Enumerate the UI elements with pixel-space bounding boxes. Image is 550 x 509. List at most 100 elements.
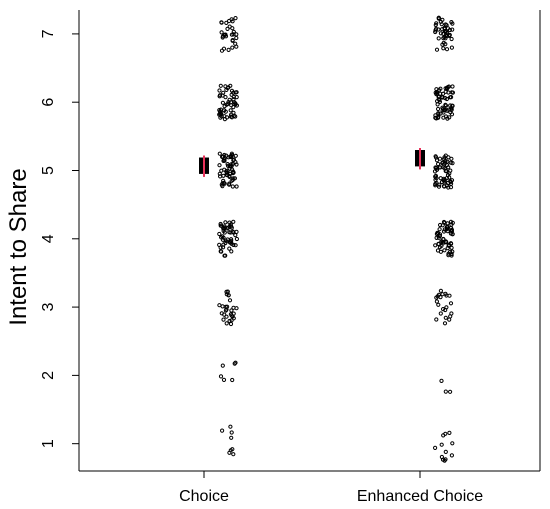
- data-point: [449, 245, 454, 250]
- data-point: [225, 304, 230, 309]
- data-point: [438, 111, 443, 116]
- data-point: [436, 106, 441, 112]
- data-point: [230, 45, 235, 50]
- data-point: [231, 29, 236, 34]
- data-point: [228, 230, 233, 235]
- data-point: [443, 307, 448, 313]
- data-point: [231, 219, 236, 224]
- data-point: [443, 431, 448, 436]
- data-point: [217, 151, 222, 156]
- data-point: [443, 315, 448, 320]
- data-point: [222, 225, 227, 230]
- data-point: [223, 84, 228, 89]
- data-point: [437, 99, 442, 105]
- data-point: [441, 178, 446, 183]
- data-point: [229, 249, 234, 254]
- y-tick-label: 3: [40, 303, 57, 312]
- data-point: [218, 115, 223, 120]
- data-point: [223, 220, 228, 225]
- data-point: [448, 228, 454, 233]
- data-point: [441, 165, 446, 170]
- data-point: [231, 452, 236, 457]
- data-point: [442, 248, 447, 253]
- data-point: [229, 153, 234, 158]
- data-point: [233, 90, 238, 95]
- data-point: [225, 101, 230, 107]
- mean-markers: [199, 148, 425, 177]
- data-point: [221, 90, 226, 95]
- data-point: [435, 91, 440, 96]
- data-point: [438, 311, 443, 316]
- data-point: [228, 321, 234, 327]
- data-point: [434, 317, 439, 322]
- data-point: [222, 312, 227, 317]
- data-point: [221, 158, 226, 163]
- data-point: [439, 378, 444, 383]
- data-point: [434, 299, 439, 304]
- data-point: [217, 93, 223, 98]
- data-point: [231, 305, 236, 310]
- data-point: [445, 163, 450, 168]
- data-point: [447, 27, 452, 33]
- data-point: [443, 42, 448, 47]
- data-point: [433, 115, 438, 120]
- data-point: [231, 94, 236, 100]
- data-point: [234, 162, 239, 167]
- data-point: [436, 36, 441, 41]
- data-point: [230, 177, 235, 182]
- data-point: [220, 428, 225, 433]
- data-point: [219, 249, 224, 254]
- data-point: [221, 317, 226, 322]
- data-point: [220, 304, 225, 309]
- data-point: [433, 173, 438, 178]
- data-point: [229, 103, 234, 108]
- data-point: [234, 236, 239, 242]
- data-point: [225, 162, 230, 167]
- data-point: [441, 307, 446, 312]
- data-point: [436, 111, 441, 116]
- data-point: [230, 447, 235, 452]
- data-point: [227, 298, 233, 303]
- y-axis-title: Intent to Share: [5, 168, 32, 325]
- data-point: [223, 308, 228, 313]
- data-point: [226, 47, 231, 53]
- y-tick-label: 1: [40, 439, 57, 448]
- data-point: [229, 241, 234, 246]
- data-point: [446, 155, 451, 160]
- data-point: [218, 374, 224, 379]
- data-point: [226, 293, 231, 298]
- data-point: [217, 171, 222, 176]
- x-tick-label: Enhanced Choice: [357, 488, 483, 505]
- data-point: [229, 435, 234, 440]
- data-point: [434, 165, 439, 171]
- data-point: [441, 46, 446, 51]
- data-point: [219, 20, 224, 25]
- data-point: [437, 88, 442, 93]
- y-ticks: 1 2 3 4 5 6 7: [40, 29, 79, 448]
- data-point: [220, 237, 225, 242]
- data-point: [231, 158, 236, 163]
- data-point: [446, 185, 451, 190]
- data-point: [448, 168, 453, 173]
- data-point: [443, 389, 448, 394]
- data-point: [436, 302, 441, 307]
- data-point: [449, 453, 454, 458]
- data-point: [233, 41, 238, 46]
- data-point: [436, 235, 441, 240]
- data-point: [227, 97, 232, 103]
- data-point: [448, 301, 454, 306]
- data-point: [450, 232, 455, 237]
- data-point: [230, 38, 235, 43]
- data-point: [444, 293, 449, 298]
- data-point: [438, 288, 443, 293]
- data-point: [450, 27, 455, 32]
- data-point: [217, 242, 222, 247]
- data-point: [230, 184, 235, 189]
- data-point: [228, 108, 233, 113]
- data-point: [223, 253, 228, 258]
- data-point: [220, 100, 225, 105]
- data-point: [219, 48, 225, 53]
- data-point: [225, 237, 230, 242]
- data-point: [448, 249, 453, 254]
- data-point: [448, 179, 453, 184]
